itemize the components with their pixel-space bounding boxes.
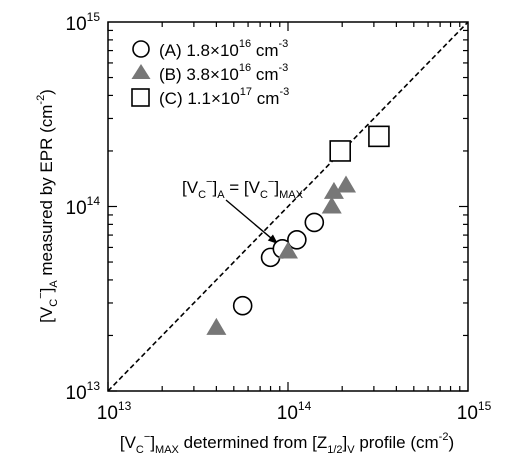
legend-marker-a xyxy=(132,40,150,58)
data-point-series-b-2 xyxy=(278,241,298,259)
legend-marker-c xyxy=(131,88,150,107)
legend: (A) 1.8×1016 cm-3 (B) 3.8×1016 cm-3 (C) … xyxy=(131,38,289,108)
x-axis-label: [VC−]MAX determined from [Z1/2]V profile… xyxy=(120,431,454,456)
legend-label-b: (B) 3.8×1016 cm-3 xyxy=(159,62,288,84)
x-tick-label-1e13: 1013 xyxy=(97,399,132,424)
data-point-series-b-5 xyxy=(335,175,356,193)
y-tick-label-1e15: 1015 xyxy=(66,10,101,35)
y-axis-label: [VC−]A measured by EPR (cm-2) xyxy=(35,89,60,323)
annotation-label: [VC−]A = [VC−]MAX xyxy=(182,176,304,201)
data-point-series-a-4 xyxy=(287,229,307,250)
data-point-series-b-1 xyxy=(206,317,227,335)
x-tick-label-1e15: 1015 xyxy=(457,399,492,424)
data-point-series-a-5 xyxy=(304,212,325,233)
legend-label-c: (C) 1.1×1017 cm-3 xyxy=(159,86,289,108)
annotation-arrowhead xyxy=(267,234,278,244)
data-point-series-b-4 xyxy=(323,181,344,199)
data-point-series-c-2 xyxy=(368,125,390,148)
x-tick-label-1e14: 1014 xyxy=(277,399,312,424)
reference-line-y-equals-x xyxy=(107,21,469,392)
axis-ticks xyxy=(107,22,468,392)
annotation-arrow xyxy=(225,199,279,245)
y-tick-label-1e13: 1013 xyxy=(66,379,101,404)
legend-marker-b xyxy=(131,64,151,79)
data-markers xyxy=(206,125,390,335)
legend-label-a: (A) 1.8×1016 cm-3 xyxy=(159,38,288,60)
data-point-series-c-1 xyxy=(329,140,352,162)
y-tick-label-1e14: 1014 xyxy=(66,194,101,219)
data-point-series-b-3 xyxy=(321,196,342,214)
data-point-series-a-1 xyxy=(232,295,253,316)
